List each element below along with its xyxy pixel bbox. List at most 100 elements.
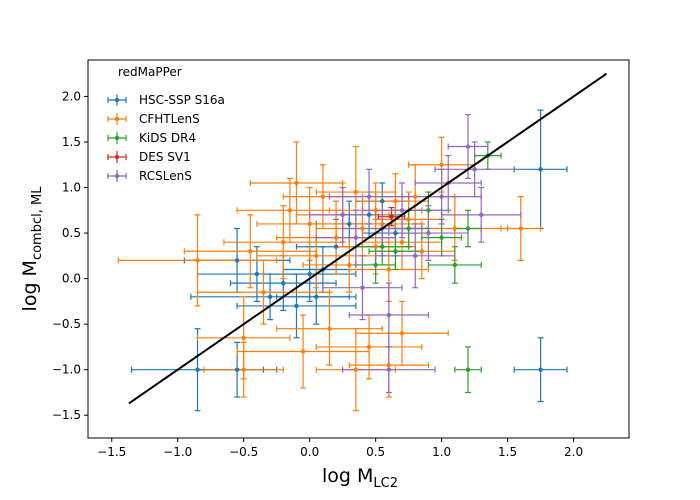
data-point-cfhtlens: [393, 198, 398, 204]
data-point-cfhtlens: [327, 326, 332, 331]
data-point-rcslens: [353, 235, 359, 240]
x-axis-label-sub: LC2: [373, 476, 398, 491]
data-point-cfhtlens: [347, 262, 352, 268]
data-point-hsc-ssp-s16a: [314, 294, 319, 300]
y-tick-label: −1.5: [52, 408, 81, 422]
x-tick-label: 0.0: [300, 445, 319, 459]
data-point-hsc-ssp-s16a: [366, 212, 372, 218]
data-point-rcslens: [399, 208, 405, 213]
data-point-cfhtlens: [294, 180, 299, 186]
data-point-hsc-ssp-s16a: [294, 303, 299, 309]
data-point-cfhtlens: [386, 267, 392, 272]
y-tick-label: 0.0: [62, 272, 81, 286]
data-point-cfhtlens: [380, 221, 385, 227]
data-point-kids-dr4: [426, 208, 431, 213]
data-point-cfhtlens: [373, 244, 378, 249]
data-point-rcslens: [386, 367, 392, 372]
data-point-hsc-ssp-s16a: [538, 367, 543, 372]
data-point-hsc-ssp-s16a: [234, 367, 240, 372]
data-point-cfhtlens: [241, 367, 246, 372]
data-point-kids-dr4: [380, 244, 385, 249]
data-point-cfhtlens: [439, 162, 444, 167]
data-point-hsc-ssp-s16a: [195, 367, 200, 372]
data-point-rcslens: [439, 194, 444, 199]
data-point-hsc-ssp-s16a: [267, 294, 273, 300]
data-point-cfhtlens: [413, 194, 418, 199]
y-tick-label: 1.5: [62, 135, 81, 149]
data-point-hsc-ssp-s16a: [333, 244, 339, 249]
data-point-kids-dr4: [452, 262, 458, 268]
legend-marker-hsc-ssp-s16a: [114, 97, 120, 103]
legend-label-des-sv1: DES SV1: [139, 150, 191, 164]
data-point-kids-dr4: [406, 226, 411, 231]
data-point-cfhtlens: [353, 189, 359, 195]
data-point-rcslens: [426, 230, 431, 236]
y-axis-label: log Mcombcl, ML: [19, 186, 45, 312]
data-point-kids-dr4: [393, 249, 398, 254]
legend-marker-cfhtlens: [114, 116, 120, 122]
y-tick-label: 1.0: [62, 181, 81, 195]
data-point-cfhtlens: [353, 367, 359, 372]
y-tick-label: 2.0: [62, 89, 81, 103]
data-point-cfhtlens: [300, 349, 306, 354]
data-point-cfhtlens: [195, 258, 200, 263]
y-axis-label-sub: combcl, ML: [30, 186, 45, 260]
data-point-rcslens: [472, 167, 477, 172]
x-tick-label: 1.5: [498, 445, 517, 459]
data-point-cfhtlens: [373, 208, 378, 213]
data-point-cfhtlens: [518, 226, 523, 231]
data-point-hsc-ssp-s16a: [538, 167, 543, 172]
data-point-kids-dr4: [465, 226, 471, 231]
data-point-hsc-ssp-s16a: [380, 198, 385, 204]
data-point-rcslens: [340, 212, 345, 218]
x-axis-label-main: log M: [322, 465, 373, 487]
y-tick-label: −0.5: [52, 317, 81, 331]
legend-marker-kids-dr4: [114, 135, 120, 141]
data-point-cfhtlens: [320, 194, 326, 199]
data-point-hsc-ssp-s16a: [393, 230, 398, 236]
legend-label-rcslens: RCSLenS: [139, 169, 192, 183]
x-tick-label: 1.0: [432, 445, 451, 459]
legend-label-kids-dr4: KiDS DR4: [139, 131, 196, 145]
legend-label-cfhtlens: CFHTLenS: [139, 112, 200, 126]
data-point-cfhtlens: [452, 226, 458, 231]
data-point-cfhtlens: [287, 208, 293, 213]
data-point-cfhtlens: [366, 344, 372, 350]
x-tick-label: 0.5: [366, 445, 385, 459]
x-tick-label: −0.5: [229, 445, 258, 459]
data-point-hsc-ssp-s16a: [281, 280, 286, 286]
data-point-cfhtlens: [406, 217, 411, 222]
data-point-rcslens: [386, 312, 392, 318]
data-point-cfhtlens: [314, 253, 319, 259]
data-point-cfhtlens: [419, 249, 425, 254]
data-point-kids-dr4: [439, 235, 444, 240]
data-point-des-sv1: [389, 214, 394, 219]
data-point-hsc-ssp-s16a: [234, 258, 240, 263]
data-point-cfhtlens: [281, 239, 286, 245]
legend-items: HSC-SSP S16a CFHTLenS KiDS DR4 DES SV1 RCSLe…: [107, 93, 225, 183]
data-point-rcslens: [413, 253, 418, 259]
data-point-cfhtlens: [386, 362, 392, 368]
legend: redMaPPer HSC-SSP S16a CFHTLenS KiDS DR4 DE…: [107, 65, 225, 183]
y-tick-label: −1.0: [52, 363, 81, 377]
data-point-cfhtlens: [241, 335, 246, 341]
data-point-hsc-ssp-s16a: [254, 271, 260, 277]
legend-marker-des-sv1: [114, 154, 120, 160]
data-point-cfhtlens: [360, 226, 365, 231]
legend-title: redMaPPer: [118, 65, 182, 79]
data-point-hsc-ssp-s16a: [347, 221, 352, 227]
data-point-rcslens: [465, 144, 471, 149]
data-point-cfhtlens: [399, 239, 405, 245]
x-tick-label: −1.5: [97, 445, 126, 459]
data-point-cfhtlens: [248, 249, 253, 254]
one-to-one-line: [128, 72, 608, 405]
data-point-cfhtlens: [399, 331, 405, 336]
y-tick-label: 0.5: [62, 226, 81, 240]
x-tick-label: 2.0: [564, 445, 583, 459]
x-axis-ticks: −1.5 −1.0 −0.5 0.0 0.5 1.0 1.5 2.0: [97, 438, 583, 459]
axes-frame: [87, 59, 630, 439]
data-point-rcslens: [366, 194, 372, 199]
data-markers: [195, 144, 543, 372]
data-point-cfhtlens: [261, 290, 266, 295]
